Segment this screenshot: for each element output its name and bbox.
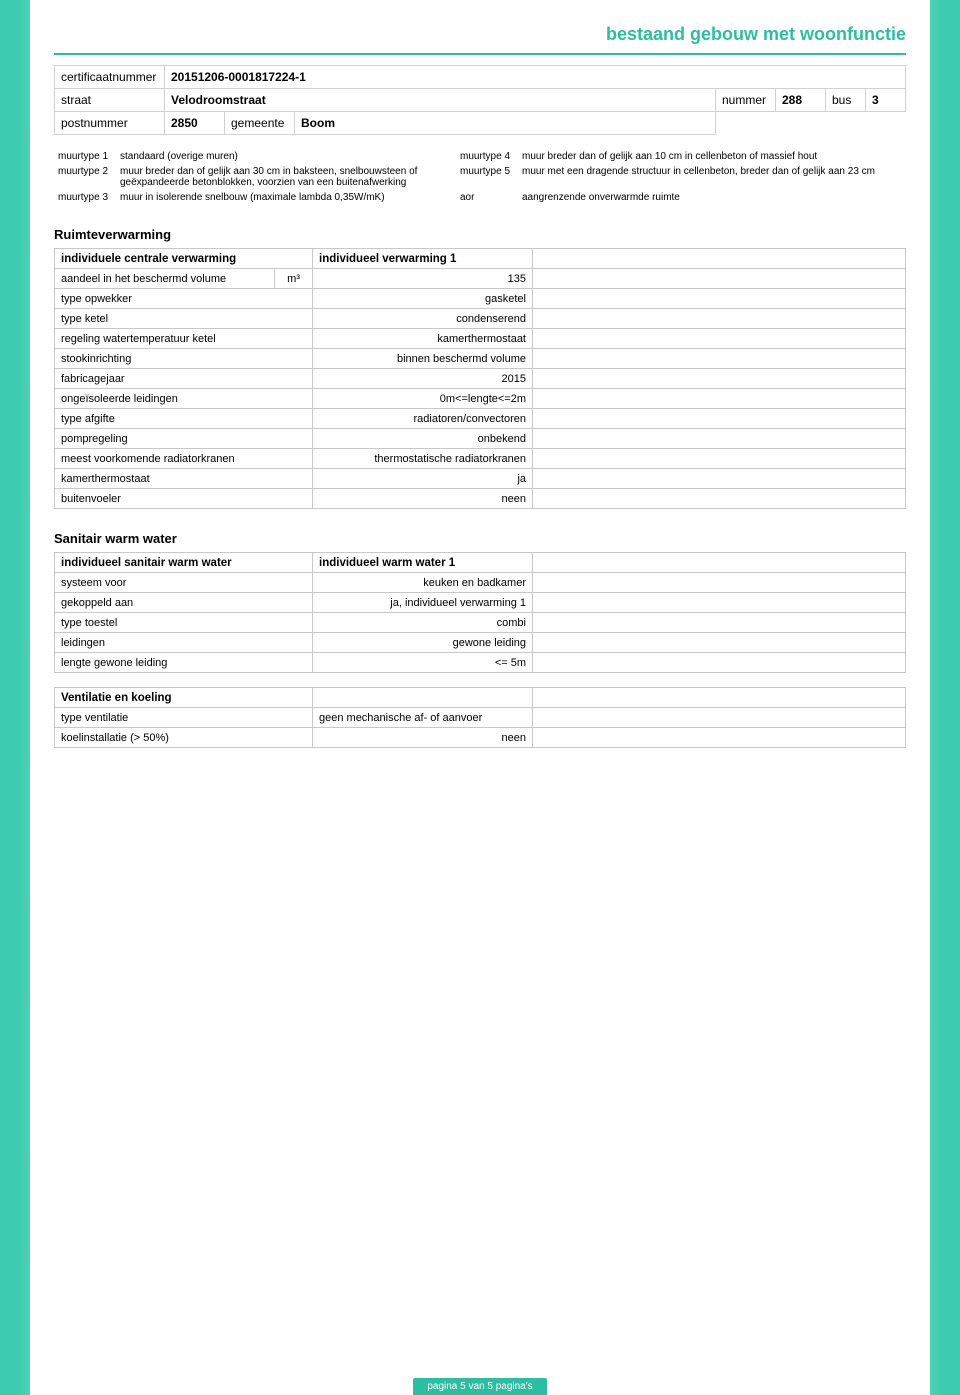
footer: pagina 5 van 5 pagina's [0, 1376, 960, 1395]
sww-key: systeem voor [55, 573, 313, 593]
ruimte-val: 0m<=lengte<=2m [313, 389, 533, 409]
straat-value: Velodroomstraat [165, 89, 716, 112]
muur-label: muurtype 5 [456, 164, 518, 190]
content: bestaand gebouw met woonfunctie certific… [30, 0, 930, 1395]
vent-th1: Ventilatie en koeling [55, 688, 313, 708]
header-table: certificaatnummer 20151206-0001817224-1 … [54, 65, 906, 135]
section-title-sww: Sanitair warm water [54, 531, 906, 546]
ruimte-th3 [533, 249, 906, 269]
bus-value: 3 [866, 89, 906, 112]
vent-table: Ventilatie en koeling type ventilatiegee… [54, 687, 906, 748]
page-number: pagina 5 van 5 pagina's [413, 1378, 546, 1395]
ruimte-blank [533, 269, 906, 289]
ruimte-key: ongeïsoleerde leidingen [55, 389, 313, 409]
sww-val: combi [313, 613, 533, 633]
postnummer-label: postnummer [55, 112, 165, 135]
muur-label: muurtype 2 [54, 164, 116, 190]
title-container: bestaand gebouw met woonfunctie [54, 18, 906, 55]
gemeente-label: gemeente [225, 112, 295, 135]
ruimte-val: onbekend [313, 429, 533, 449]
vent-th3 [533, 688, 906, 708]
straat-label: straat [55, 89, 165, 112]
sww-key: type toestel [55, 613, 313, 633]
ruimte-key: type afgifte [55, 409, 313, 429]
ruimte-val: binnen beschermd volume [313, 349, 533, 369]
muur-desc: muur breder dan of gelijk aan 10 cm in c… [518, 149, 906, 164]
title-underline [54, 53, 906, 55]
muur-desc: muur breder dan of gelijk aan 30 cm in b… [116, 164, 456, 190]
ruimte-key: aandeel in het beschermd volume [55, 269, 275, 289]
sww-val: keuken en badkamer [313, 573, 533, 593]
sww-val: <= 5m [313, 653, 533, 673]
ruimte-key: type ketel [55, 309, 313, 329]
vent-th2 [313, 688, 533, 708]
ruimte-val: condenserend [313, 309, 533, 329]
muur-desc: aangrenzende onverwarmde ruimte [518, 190, 906, 205]
section-title-ruimte: Ruimteverwarming [54, 227, 906, 242]
ruimte-th2: individueel verwarming 1 [313, 249, 533, 269]
sww-key: lengte gewone leiding [55, 653, 313, 673]
ruimte-key: pompregeling [55, 429, 313, 449]
ruimte-key: meest voorkomende radiatorkranen [55, 449, 313, 469]
ruimte-key: fabricagejaar [55, 369, 313, 389]
vent-val: geen mechanische af- of aanvoer [313, 708, 533, 728]
sww-key: leidingen [55, 633, 313, 653]
muurtype-table: muurtype 1 standaard (overige muren) muu… [54, 149, 906, 205]
page: bestaand gebouw met woonfunctie certific… [0, 0, 960, 1395]
muur-label: muurtype 3 [54, 190, 116, 205]
ruimte-val: kamerthermostaat [313, 329, 533, 349]
muur-desc: muur met een dragende structuur in celle… [518, 164, 906, 190]
sww-val: gewone leiding [313, 633, 533, 653]
ruimte-key: type opwekker [55, 289, 313, 309]
vent-key: koelinstallatie (> 50%) [55, 728, 313, 748]
sww-th3 [533, 553, 906, 573]
bus-label: bus [826, 89, 866, 112]
ruimte-th1: individuele centrale verwarming [55, 249, 313, 269]
nummer-value: 288 [776, 89, 826, 112]
muur-label: muurtype 4 [456, 149, 518, 164]
ruimte-key: regeling watertemperatuur ketel [55, 329, 313, 349]
sww-th1: individueel sanitair warm water [55, 553, 313, 573]
ruimte-val: radiatoren/convectoren [313, 409, 533, 429]
sww-val: ja, individueel verwarming 1 [313, 593, 533, 613]
muur-desc: muur in isolerende snelbouw (maximale la… [116, 190, 456, 205]
ruimte-unit: m³ [275, 269, 313, 289]
sww-table: individueel sanitair warm water individu… [54, 552, 906, 673]
ruimte-val: ja [313, 469, 533, 489]
ruimte-val: gasketel [313, 289, 533, 309]
ruimte-key: kamerthermostaat [55, 469, 313, 489]
ruimte-val: thermostatische radiatorkranen [313, 449, 533, 469]
ruimte-val: neen [313, 489, 533, 509]
sww-th2: individueel warm water 1 [313, 553, 533, 573]
ruimte-val: 2015 [313, 369, 533, 389]
ruimte-table: individuele centrale verwarming individu… [54, 248, 906, 509]
muur-desc: standaard (overige muren) [116, 149, 456, 164]
vent-key: type ventilatie [55, 708, 313, 728]
ruimte-val: 135 [313, 269, 533, 289]
gemeente-value: Boom [295, 112, 716, 135]
muur-label: muurtype 1 [54, 149, 116, 164]
ruimte-key: stookinrichting [55, 349, 313, 369]
cert-value: 20151206-0001817224-1 [165, 66, 906, 89]
cert-label: certificaatnummer [55, 66, 165, 89]
ruimte-key: buitenvoeler [55, 489, 313, 509]
postnummer-value: 2850 [165, 112, 225, 135]
nummer-label: nummer [716, 89, 776, 112]
vent-val: neen [313, 728, 533, 748]
page-title: bestaand gebouw met woonfunctie [606, 18, 906, 51]
muur-label: aor [456, 190, 518, 205]
sww-key: gekoppeld aan [55, 593, 313, 613]
